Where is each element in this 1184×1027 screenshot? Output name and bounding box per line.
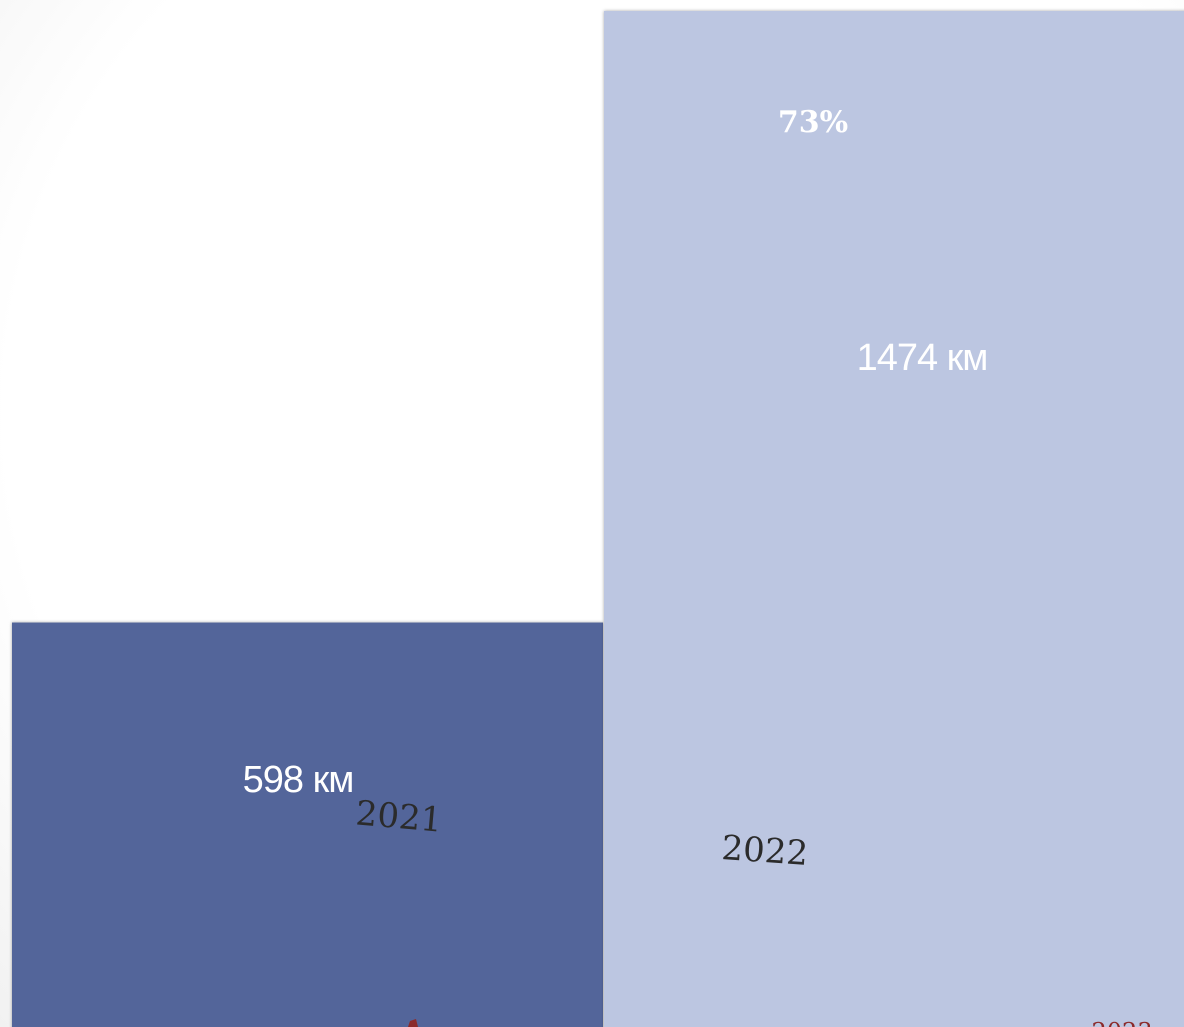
edge-year-label: 2023 [1091,1018,1152,1027]
growth-percent-label: 73% [778,105,848,140]
value-label-2021: 598 км [243,759,354,801]
bar-2022 [604,11,1184,1027]
category-label-2022: 2022 [720,828,809,874]
partial-mark [408,1019,418,1027]
category-label-2021: 2021 [354,793,444,840]
bar-2021 [12,622,603,1027]
value-label-2022: 1474 км [857,337,988,379]
